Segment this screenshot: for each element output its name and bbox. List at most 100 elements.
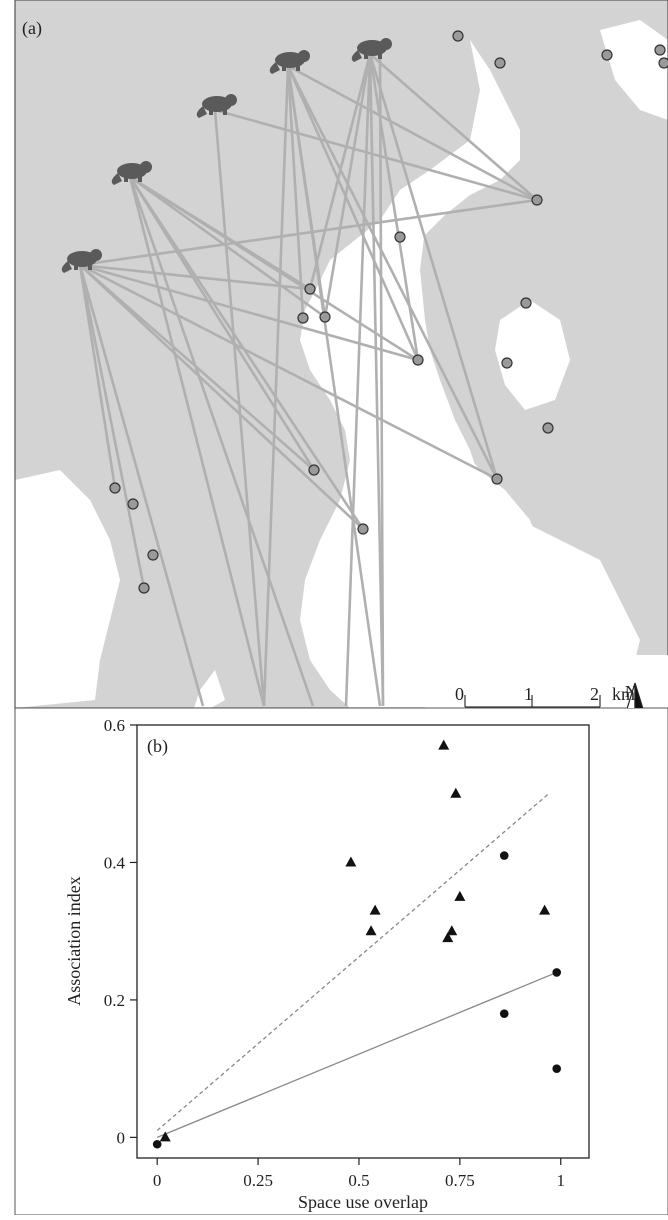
scatter-frame: [14, 707, 668, 1216]
association-line: [287, 64, 538, 202]
circle-point: [552, 1064, 562, 1073]
site-marker: [297, 312, 309, 324]
site-marker: [412, 354, 424, 366]
site-marker: [319, 311, 331, 323]
water-northeast: [600, 20, 668, 120]
panel-a-label: (a): [22, 18, 42, 39]
site-marker: [394, 231, 406, 243]
plot-area: [136, 724, 590, 1159]
association-line: [128, 176, 316, 471]
association-line: [369, 53, 538, 201]
map-figure: (a) N: [14, 0, 668, 740]
scale-unit: km: [612, 684, 636, 704]
fit-lines: [156, 793, 557, 1138]
site-marker: [542, 422, 554, 434]
triangle-point: [450, 787, 462, 798]
dashed-fit-line: [156, 793, 550, 1132]
otter-icon: [351, 38, 392, 62]
association-line: [378, 53, 385, 707]
association-line: [78, 264, 205, 707]
x-tick-label: 0.25: [243, 1171, 273, 1190]
x-tick-label: 1: [557, 1171, 566, 1190]
association-line: [286, 65, 499, 480]
site-marker: [531, 194, 543, 206]
site-marker: [452, 30, 464, 42]
association-line: [129, 175, 419, 362]
triangle-point: [438, 739, 450, 750]
solid-fit-line: [156, 971, 557, 1138]
scatter-panel: (b) 0 0.25 0.5 0.75 1 0 0.2 0.4 0.6 Space use o…: [0, 707, 668, 1216]
scale-tick-2: 2: [590, 684, 599, 704]
y-tick-label: 0.2: [104, 991, 125, 1010]
association-line: [368, 53, 420, 361]
water-channel: [335, 200, 480, 708]
map-panel: (a) N: [14, 0, 668, 740]
scale-tick-1: 1: [524, 684, 533, 704]
otter-icon: [111, 161, 152, 185]
association-line: [262, 65, 290, 707]
site-marker: [501, 357, 513, 369]
triangle-point: [159, 1131, 171, 1142]
y-tick-label: 0: [117, 1128, 126, 1147]
association-line: [128, 176, 365, 530]
site-marker: [494, 57, 506, 69]
association-line: [128, 176, 315, 707]
site-markers: [109, 30, 668, 594]
association-line: [213, 109, 266, 707]
water-west-bay: [15, 470, 120, 708]
triangle-point: [345, 856, 357, 867]
association-line: [286, 65, 327, 318]
circle-point: [499, 1009, 509, 1018]
site-marker: [308, 464, 320, 476]
circle-point: [552, 968, 562, 977]
association-line: [79, 264, 364, 530]
association-line: [214, 108, 538, 202]
otter-icon: [196, 94, 237, 118]
y-axis-label: Association index: [64, 876, 84, 1005]
x-tick-label: 0.5: [348, 1171, 369, 1190]
association-line: [308, 53, 372, 290]
triangle-point: [454, 890, 466, 901]
scale-bar: [464, 695, 601, 708]
site-marker: [147, 549, 159, 561]
site-marker: [304, 283, 316, 295]
site-marker: [138, 582, 150, 594]
triangle-point: [442, 932, 454, 943]
association-line: [78, 264, 146, 589]
association-line: [323, 53, 372, 318]
x-axis: 0 0.25 0.5 0.75 1: [153, 1158, 565, 1190]
water-east-lake: [495, 300, 570, 410]
triangle-point: [446, 925, 458, 936]
site-marker: [658, 57, 668, 69]
site-marker: [127, 498, 139, 510]
x-tick-label: 0.75: [445, 1171, 475, 1190]
association-line: [368, 53, 385, 707]
triangle-point: [365, 925, 377, 936]
otter-icon: [269, 50, 310, 74]
association-line: [368, 53, 499, 480]
x-tick-label: 0: [153, 1171, 162, 1190]
association-line: [79, 263, 419, 362]
circle-point: [499, 851, 509, 860]
site-marker: [491, 473, 503, 485]
association-lines: [78, 53, 538, 707]
animal-markers: [61, 38, 392, 273]
site-marker: [357, 523, 369, 535]
otter-icon: [61, 249, 102, 273]
association-line: [78, 264, 117, 489]
x-axis-label: Space use overlap: [298, 1192, 428, 1212]
association-line: [286, 65, 305, 319]
site-marker: [654, 44, 666, 56]
scatter-chart: (b) 0 0.25 0.5 0.75 1 0 0.2 0.4 0.6 Space use o…: [14, 707, 668, 1216]
association-line: [128, 176, 266, 707]
site-marker: [109, 482, 121, 494]
association-line: [79, 263, 498, 481]
y-axis: 0 0.2 0.4 0.6: [104, 716, 137, 1147]
data-points: [152, 739, 562, 1149]
triangle-point: [539, 904, 551, 915]
scale-tick-0: 0: [455, 684, 464, 704]
y-tick-label: 0.4: [104, 853, 126, 872]
association-line: [344, 53, 372, 707]
site-marker: [601, 49, 613, 61]
panel-b-label: (b): [147, 736, 168, 757]
